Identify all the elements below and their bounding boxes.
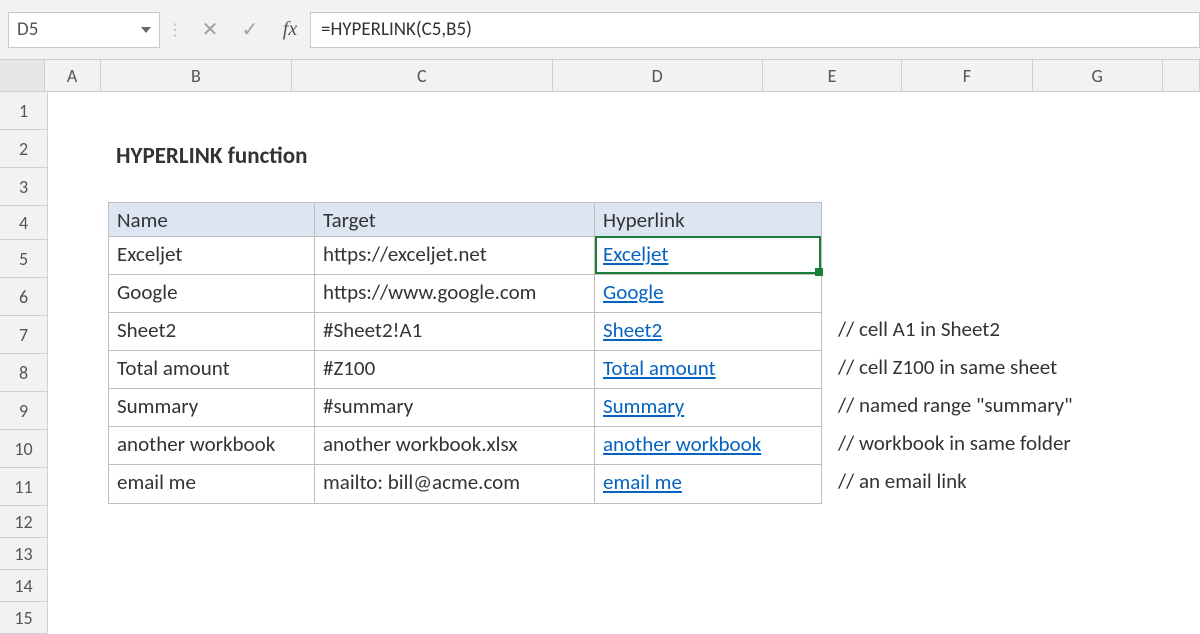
table-row: Sheet2 #Sheet2!A1 Sheet2 [109, 313, 821, 351]
row-header-14[interactable]: 14 [0, 570, 48, 602]
table-row: Google https://www.google.com Google [109, 275, 821, 313]
comment[interactable]: // cell Z100 in same sheet [838, 348, 1073, 386]
col-header-C[interactable]: C [292, 60, 552, 91]
row-header-11[interactable]: 11 [0, 468, 48, 506]
cell-name[interactable]: Exceljet [109, 237, 315, 275]
cell-target[interactable]: another workbook.xlsx [315, 427, 595, 465]
row-header-1[interactable]: 1 [0, 92, 48, 130]
cell-target[interactable]: mailto: bill@acme.com [315, 465, 595, 503]
table-header-row: Name Target Hyperlink [109, 203, 821, 237]
formula-text: =HYPERLINK(C5,B5) [321, 18, 472, 41]
column-headers: A B C D E F G [0, 60, 1200, 92]
row-header-9[interactable]: 9 [0, 392, 48, 430]
row-header-7[interactable]: 7 [0, 316, 48, 354]
page-title: HYPERLINK function [116, 142, 307, 170]
name-box[interactable]: D5 [8, 12, 160, 48]
cell-name[interactable]: Sheet2 [109, 313, 315, 351]
cell-name[interactable]: email me [109, 465, 315, 503]
cell-hyperlink[interactable]: Total amount [595, 351, 821, 389]
cell-target[interactable]: #Z100 [315, 351, 595, 389]
worksheet: A B C D E F G 1 2 3 4 5 6 7 8 9 10 11 12… [0, 60, 1200, 630]
row-header-12[interactable]: 12 [0, 506, 48, 538]
col-header-H[interactable] [1163, 60, 1200, 91]
data-table: Name Target Hyperlink Exceljet https://e… [108, 202, 822, 504]
header-target[interactable]: Target [315, 203, 595, 237]
cell-name[interactable]: Google [109, 275, 315, 313]
name-box-dropdown-icon[interactable] [141, 27, 151, 33]
col-header-D[interactable]: D [553, 60, 763, 91]
col-header-B[interactable]: B [101, 60, 293, 91]
hyperlink[interactable]: another workbook [603, 431, 761, 457]
row-header-2[interactable]: 2 [0, 130, 48, 168]
row-header-15[interactable]: 15 [0, 602, 48, 634]
hyperlink[interactable]: Sheet2 [603, 317, 662, 343]
cell-name[interactable]: another workbook [109, 427, 315, 465]
cell-name[interactable]: Summary [109, 389, 315, 427]
cell-hyperlink[interactable]: Exceljet [595, 237, 821, 275]
cell-hyperlink[interactable]: Google [595, 275, 821, 313]
hyperlink[interactable]: Exceljet [603, 241, 668, 267]
comment[interactable]: // cell A1 in Sheet2 [838, 310, 1073, 348]
table-row: Total amount #Z100 Total amount [109, 351, 821, 389]
cell-reference: D5 [17, 18, 38, 41]
row-header-6[interactable]: 6 [0, 278, 48, 316]
table-row: another workbook another workbook.xlsx a… [109, 427, 821, 465]
table-row: email me mailto: bill@acme.com email me [109, 465, 821, 503]
col-header-A[interactable]: A [45, 60, 101, 91]
cell-hyperlink[interactable]: Summary [595, 389, 821, 427]
hyperlink[interactable]: Summary [603, 393, 684, 419]
col-header-G[interactable]: G [1033, 60, 1163, 91]
row-header-5[interactable]: 5 [0, 240, 48, 278]
cell-hyperlink[interactable]: email me [595, 465, 821, 503]
comment[interactable]: // workbook in same folder [838, 424, 1073, 462]
cell-hyperlink[interactable]: Sheet2 [595, 313, 821, 351]
table-row: Summary #summary Summary [109, 389, 821, 427]
row-header-3[interactable]: 3 [0, 168, 48, 206]
comments-column: // cell A1 in Sheet2 // cell Z100 in sam… [838, 310, 1073, 500]
comment[interactable]: // an email link [838, 462, 1073, 500]
fx-icon[interactable]: fx [270, 18, 310, 41]
col-header-F[interactable]: F [902, 60, 1032, 91]
cancel-icon[interactable]: ✕ [190, 17, 230, 42]
cell-target[interactable]: https://exceljet.net [315, 237, 595, 275]
hyperlink[interactable]: email me [603, 469, 682, 495]
comment[interactable]: // named range "summary" [838, 386, 1073, 424]
hyperlink[interactable]: Google [603, 279, 664, 305]
formula-bar: D5 ⋮ ✕ ✓ fx =HYPERLINK(C5,B5) [0, 0, 1200, 60]
formula-input[interactable]: =HYPERLINK(C5,B5) [310, 12, 1200, 48]
cell-hyperlink[interactable]: another workbook [595, 427, 821, 465]
row-header-13[interactable]: 13 [0, 538, 48, 570]
col-header-E[interactable]: E [763, 60, 903, 91]
cell-target[interactable]: https://www.google.com [315, 275, 595, 313]
select-all-corner[interactable] [0, 60, 45, 91]
table-row: Exceljet https://exceljet.net Exceljet [109, 237, 821, 275]
cell-target[interactable]: #summary [315, 389, 595, 427]
row-header-10[interactable]: 10 [0, 430, 48, 468]
cell-name[interactable]: Total amount [109, 351, 315, 389]
header-name[interactable]: Name [109, 203, 315, 237]
row-headers: 1 2 3 4 5 6 7 8 9 10 11 12 13 14 15 [0, 92, 48, 634]
separator: ⋮ [160, 20, 190, 40]
row-header-4[interactable]: 4 [0, 206, 48, 240]
enter-icon[interactable]: ✓ [230, 17, 270, 42]
hyperlink[interactable]: Total amount [603, 355, 716, 381]
cell-target[interactable]: #Sheet2!A1 [315, 313, 595, 351]
header-hyperlink[interactable]: Hyperlink [595, 203, 821, 237]
row-header-8[interactable]: 8 [0, 354, 48, 392]
